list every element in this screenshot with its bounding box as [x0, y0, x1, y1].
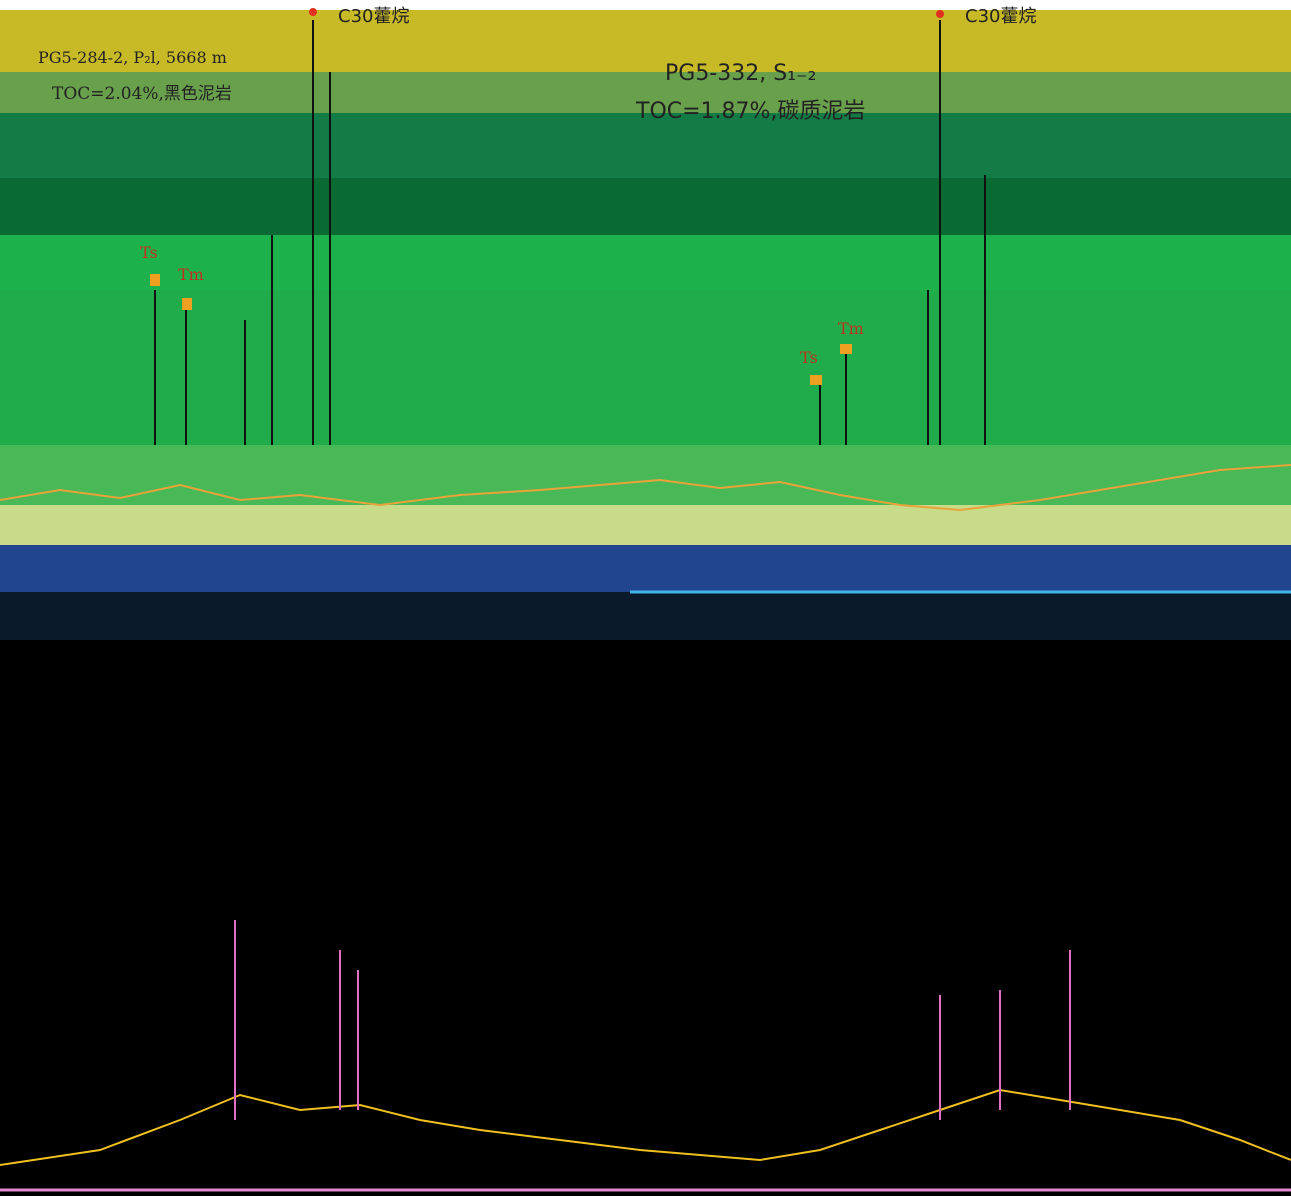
- marker-dot: [936, 10, 944, 18]
- band: [0, 0, 1291, 10]
- band: [0, 445, 1291, 505]
- toc-label: TOC=2.04%,黑色泥岩: [52, 84, 232, 104]
- band: [0, 505, 1291, 545]
- band: [0, 592, 1291, 640]
- peak-marker: [810, 375, 822, 385]
- peak-marker: [182, 298, 192, 310]
- band: [0, 178, 1291, 235]
- peak-label: Ts: [800, 348, 818, 367]
- band: [0, 290, 1291, 445]
- toc-label: TOC=1.87%,碳质泥岩: [635, 99, 865, 124]
- figure: C30藿烷 C30藿烷 PG5-284-2, P₂l, 5668 m TOC=2…: [0, 0, 1291, 1196]
- marker-label: C30藿烷: [338, 6, 409, 27]
- marker-label: C30藿烷: [965, 6, 1036, 27]
- peak-label: Ts: [140, 243, 158, 262]
- peak-label: Tm: [838, 319, 864, 338]
- peak-marker: [150, 274, 160, 286]
- marker-dot: [309, 8, 317, 16]
- sample-label: PG5-332, S₁₋₂: [665, 61, 816, 86]
- band: [0, 545, 1291, 592]
- sample-label: PG5-284-2, P₂l, 5668 m: [38, 48, 227, 67]
- peak-label: Tm: [178, 265, 204, 284]
- peak-marker: [840, 344, 852, 354]
